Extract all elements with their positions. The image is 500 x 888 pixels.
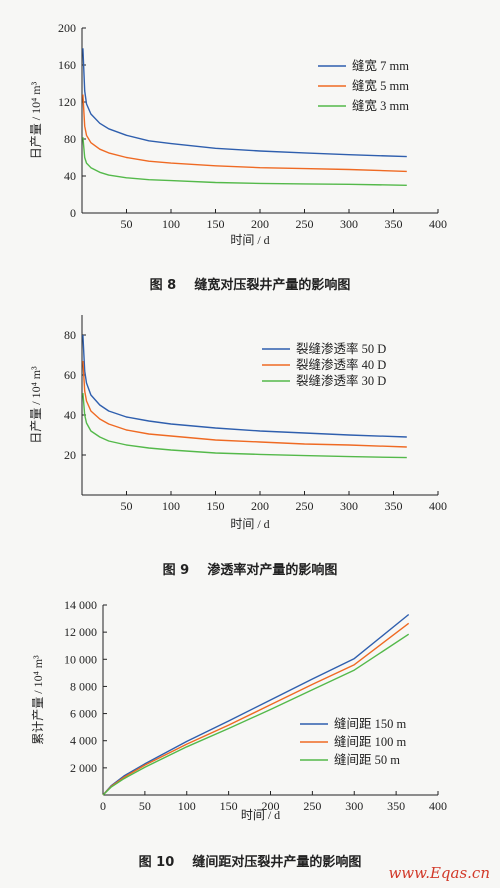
legend-label-2: 缝宽 5 mm: [352, 78, 409, 93]
legend-label-3: 裂缝渗透率 30 D: [296, 373, 386, 388]
y-tick-label: 40: [64, 408, 76, 422]
chart-9-svg: 50 100 150 200 250 300 350 400 20 40 60 80 时间 / d 日产量…: [29, 315, 447, 531]
chart-10-svg: 0 50 100 150 200 250 300 350 400 2 000 4 000 6 000 8…: [31, 598, 447, 822]
y-tick-label: 20: [64, 448, 76, 462]
x-tick-label: 50: [121, 499, 133, 513]
series-line-3: [82, 137, 407, 186]
x-tick-label: 400: [429, 499, 447, 513]
y-tick-label: 14 000: [64, 598, 97, 612]
legend-label-3: 缝间距 50 m: [334, 752, 400, 767]
series-line-1: [82, 48, 407, 158]
x-tick-label: 150: [207, 217, 225, 231]
x-tick-label: 250: [296, 217, 314, 231]
legend-label-1: 缝间距 150 m: [334, 716, 407, 731]
series-line-3: [102, 633, 410, 796]
x-tick-label: 50: [121, 217, 133, 231]
series-line-1: [102, 613, 410, 796]
y-tick-label: 2 000: [70, 761, 97, 775]
x-tick-label: 350: [385, 217, 403, 231]
x-tick-label: 0: [100, 799, 106, 813]
x-tick-label: 350: [387, 799, 405, 813]
series-line-2: [102, 622, 410, 796]
legend-label-3: 缝宽 3 mm: [352, 98, 409, 113]
x-tick-label: 100: [178, 799, 196, 813]
y-tick-label: 6 000: [70, 707, 97, 721]
x-axis-label: 时间 / d: [230, 233, 269, 247]
x-tick-label: 250: [303, 799, 321, 813]
y-tick-label: 200: [58, 21, 76, 35]
watermark: www.Eqas.cn: [388, 864, 490, 882]
x-tick-label: 100: [162, 499, 180, 513]
x-axis-label: 时间 / d: [241, 808, 280, 822]
y-tick-label: 120: [58, 95, 76, 109]
chart-figure-8: 50 100 150 200 250 300 350 400 0 40 80 120 160 200 时间 …: [0, 0, 500, 262]
x-tick-label: 400: [429, 799, 447, 813]
x-tick-label: 300: [340, 217, 358, 231]
x-tick-label: 150: [207, 499, 225, 513]
y-tick-label: 4 000: [70, 734, 97, 748]
legend-label-1: 缝宽 7 mm: [352, 58, 409, 73]
legend-label-2: 缝间距 100 m: [334, 734, 407, 749]
y-tick-label: 60: [64, 368, 76, 382]
y-tick-label: 8 000: [70, 679, 97, 693]
y-tick-label: 80: [64, 328, 76, 342]
y-axis-label: 日产量 / 10⁴ m³: [29, 81, 43, 159]
y-tick-label: 10 000: [64, 652, 97, 666]
x-axis-label: 时间 / d: [230, 517, 269, 531]
x-tick-label: 250: [296, 499, 314, 513]
y-tick-label: 160: [58, 58, 76, 72]
x-tick-label: 300: [340, 499, 358, 513]
chart-figure-10: 0 50 100 150 200 250 300 350 400 2 000 4 000 6 000 8…: [0, 590, 500, 840]
x-tick-label: 50: [139, 799, 151, 813]
chart-8-caption: 图 8 缝宽对压裂井产量的影响图: [149, 278, 351, 293]
series-line-2: [82, 360, 407, 448]
x-tick-label: 200: [262, 799, 280, 813]
y-axis-label: 日产量 / 10⁴ m³: [29, 366, 43, 444]
legend-label-1: 裂缝渗透率 50 D: [296, 341, 386, 356]
chart-figure-9: 50 100 150 200 250 300 350 400 20 40 60 80 时间 / d 日产量…: [0, 300, 500, 550]
x-tick-label: 400: [429, 217, 447, 231]
series-line-1: [82, 334, 407, 438]
legend-label-2: 裂缝渗透率 40 D: [296, 357, 386, 372]
y-tick-label: 40: [64, 169, 76, 183]
x-tick-label: 200: [251, 217, 269, 231]
x-tick-label: 300: [345, 799, 363, 813]
series-line-3: [82, 392, 407, 459]
series-line-2: [82, 94, 407, 173]
x-tick-label: 150: [220, 799, 238, 813]
y-tick-label: 0: [70, 206, 76, 220]
x-tick-label: 200: [251, 499, 269, 513]
y-tick-label: 12 000: [64, 625, 97, 639]
y-axis-label: 累计产量 / 10⁴ m³: [31, 655, 45, 745]
x-tick-label: 350: [385, 499, 403, 513]
chart-8-svg: 50 100 150 200 250 300 350 400 0 40 80 120 160 200 时间 …: [29, 21, 447, 247]
chart-9-caption: 图 9 渗透率对产量的影响图: [162, 563, 338, 578]
y-tick-label: 80: [64, 132, 76, 146]
x-tick-label: 100: [162, 217, 180, 231]
chart-10-caption: 图 10 缝间距对压裂井产量的影响图: [138, 855, 362, 870]
